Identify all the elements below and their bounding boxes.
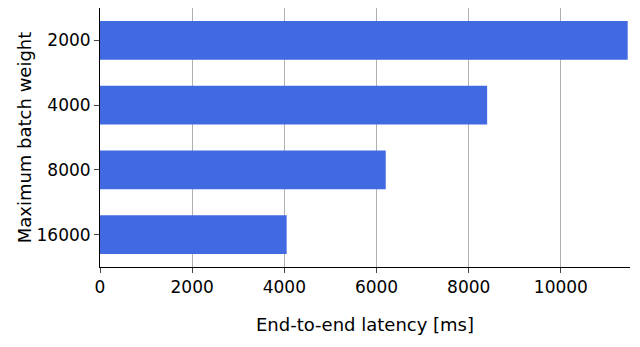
svg-text:4000: 4000 [47, 95, 90, 115]
svg-text:10000: 10000 [534, 277, 588, 297]
svg-text:8000: 8000 [447, 277, 490, 297]
svg-text:0: 0 [95, 277, 106, 297]
svg-text:6000: 6000 [355, 277, 398, 297]
svg-text:4000: 4000 [263, 277, 306, 297]
svg-text:16000: 16000 [37, 225, 91, 245]
svg-text:Maximum batch weight: Maximum batch weight [14, 32, 35, 244]
svg-text:End-to-end latency [ms]: End-to-end latency [ms] [256, 314, 474, 335]
svg-text:8000: 8000 [47, 160, 90, 180]
svg-text:2000: 2000 [47, 30, 90, 50]
svg-text:2000: 2000 [171, 277, 214, 297]
